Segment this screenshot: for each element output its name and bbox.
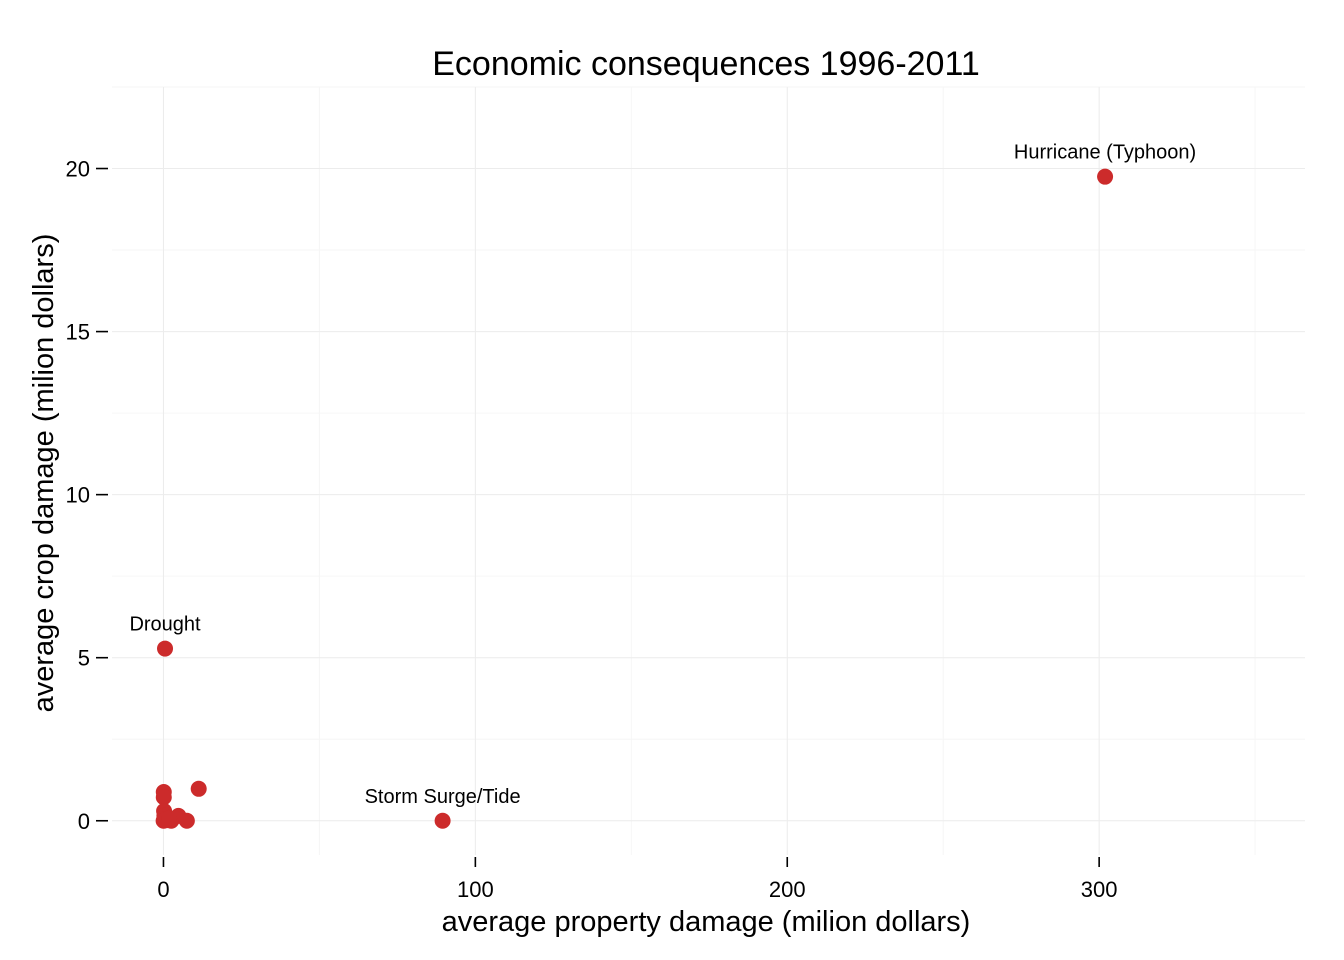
- point-annotation: Hurricane (Typhoon): [1014, 142, 1196, 164]
- x-tick-label: 300: [1081, 877, 1118, 902]
- y-tick-label: 0: [78, 809, 90, 834]
- y-tick-label: 5: [78, 646, 90, 671]
- y-tick-label: 15: [66, 320, 90, 345]
- point-annotation: Drought: [129, 614, 201, 636]
- x-tick-label: 200: [769, 877, 806, 902]
- point-annotation: Storm Surge/Tide: [365, 786, 521, 808]
- data-point: [155, 789, 172, 806]
- chart-title: Economic consequences 1996-2011: [432, 45, 980, 83]
- y-tick-label: 20: [66, 157, 90, 182]
- data-point: [190, 780, 207, 797]
- data-point: [178, 812, 195, 829]
- point-layer: [155, 168, 1114, 829]
- y-tick-label: 10: [66, 483, 90, 508]
- x-axis-label: average property damage (milion dollars): [442, 906, 971, 938]
- x-tick-label: 100: [457, 877, 494, 902]
- data-point: [1097, 168, 1114, 185]
- data-point: [157, 640, 174, 657]
- grid-layer: [112, 86, 1305, 855]
- y-axis-label: average crop damage (milion dollars): [28, 234, 60, 713]
- data-point: [434, 812, 451, 829]
- data-point: [161, 810, 178, 827]
- x-tick-label: 0: [157, 877, 169, 902]
- axis-layer: 0 100 200 300 0 5 10 15 20: [66, 157, 1118, 902]
- annotation-layer: Hurricane (Typhoon) Drought Storm Surge/Ti…: [129, 142, 1196, 808]
